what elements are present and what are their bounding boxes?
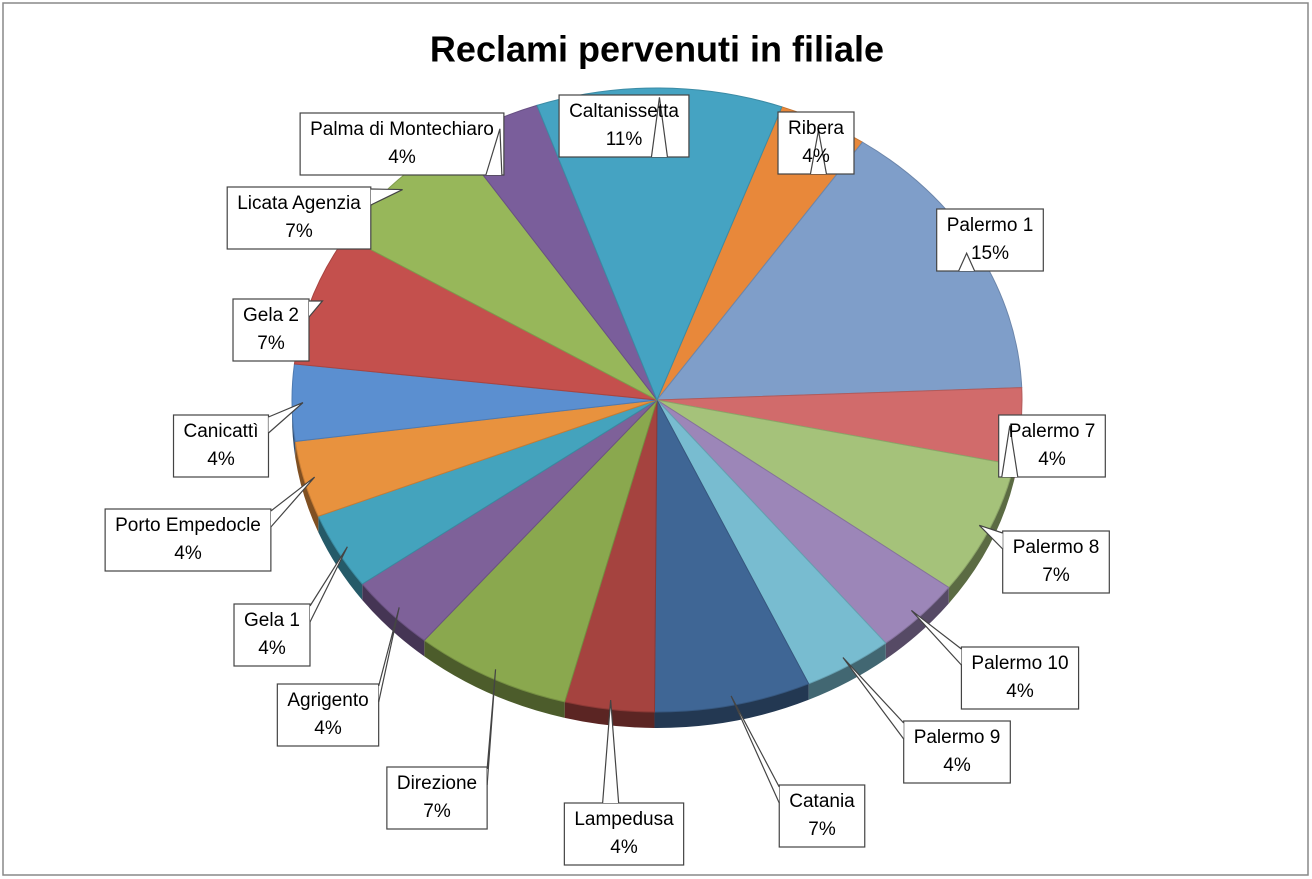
category-label: Caltanissetta [569, 101, 679, 122]
slice-side [808, 643, 886, 700]
data-label: Gela 1 4% [233, 546, 348, 667]
value-label: 7% [285, 221, 313, 242]
pie-slice [653, 399, 810, 713]
pie-slice [536, 87, 783, 402]
data-label: Palma di Montechiaro 4% [299, 112, 505, 176]
label-box [104, 508, 272, 572]
value-label: 4% [207, 449, 235, 470]
category-label: Catania [789, 791, 855, 812]
value-label: 4% [943, 755, 971, 776]
label-box [903, 720, 1011, 784]
label-pointer [1001, 425, 1019, 478]
category-label: Licata Agenzia [237, 193, 361, 214]
label-pointer [268, 402, 304, 434]
label-pointer [370, 188, 403, 206]
value-label: 7% [257, 333, 285, 354]
slice-side [295, 441, 319, 533]
label-box [299, 112, 505, 176]
label-box [960, 646, 1080, 710]
label-pointer [730, 695, 780, 804]
label-pointer [809, 130, 828, 175]
value-label: 4% [610, 837, 638, 858]
pie-slice [423, 399, 658, 703]
value-label: 4% [1006, 681, 1034, 702]
label-pointer [978, 524, 1004, 550]
value-label: 7% [1042, 565, 1070, 586]
data-label: Agrigento 4% [276, 607, 400, 747]
slice-side [362, 583, 425, 657]
category-label: Agrigento [287, 690, 368, 711]
value-label: 15% [971, 243, 1009, 264]
label-pointer [270, 476, 316, 528]
value-label: 7% [423, 801, 451, 822]
label-pointer [486, 669, 497, 786]
data-label: Palermo 9 4% [842, 657, 1011, 784]
label-pointer [650, 97, 669, 158]
label-pointer [910, 609, 962, 666]
chart-title: Reclami pervenuti in filiale [430, 29, 884, 70]
value-label: 7% [808, 819, 836, 840]
category-label: Palermo 10 [971, 653, 1068, 674]
category-label: Canicattì [184, 421, 259, 442]
category-label: Palermo 9 [914, 727, 1001, 748]
category-label: Palermo 8 [1013, 537, 1100, 558]
data-label: Palermo 10 4% [910, 609, 1080, 710]
label-box [1002, 530, 1110, 594]
data-label: Porto Empedocle 4% [104, 476, 316, 572]
label-box [563, 802, 685, 866]
label-box [936, 208, 1044, 272]
label-pointer [308, 300, 324, 318]
label-pointer [842, 657, 905, 740]
data-label: Palermo 1 15% [936, 208, 1044, 272]
value-label: 4% [314, 718, 342, 739]
data-label: Gela 2 7% [232, 298, 324, 362]
category-label: Gela 1 [244, 610, 300, 631]
data-label: Direzione 7% [386, 669, 497, 830]
label-box [232, 298, 310, 362]
label-box [778, 784, 866, 848]
data-label: Palermo 8 7% [978, 524, 1110, 594]
value-label: 4% [1038, 449, 1066, 470]
category-label: Porto Empedocle [115, 515, 261, 536]
data-label: Canicattì 4% [172, 402, 304, 478]
category-label: Direzione [397, 773, 477, 794]
data-label: Ribera 4% [777, 111, 855, 175]
label-box [233, 603, 311, 667]
label-pointer [602, 699, 620, 804]
category-label: Gela 2 [243, 305, 299, 326]
label-pointer [309, 546, 348, 623]
data-label: Catania 7% [730, 695, 866, 848]
label-box [276, 683, 380, 747]
category-label: Ribera [788, 118, 844, 139]
slice-side [424, 640, 565, 718]
data-label: Caltanissetta 11% [558, 94, 690, 158]
label-box [386, 766, 488, 830]
label-pointer [485, 128, 503, 176]
data-label: Palermo 7 4% [998, 414, 1106, 478]
data-label: Lampedusa 4% [563, 699, 685, 866]
value-label: 4% [174, 543, 202, 564]
category-label: Lampedusa [574, 809, 674, 830]
slice-side [885, 587, 949, 660]
category-label: Palermo 7 [1009, 421, 1096, 442]
value-label: 4% [388, 147, 416, 168]
value-label: 4% [802, 146, 830, 167]
label-pointer [958, 251, 976, 272]
slice-side [292, 400, 296, 458]
label-box [558, 94, 690, 158]
label-pointer [378, 607, 400, 703]
label-box [172, 414, 270, 478]
value-label: 4% [258, 638, 286, 659]
category-label: Palma di Montechiaro [310, 119, 494, 140]
label-box [226, 186, 372, 250]
value-label: 11% [606, 129, 643, 150]
data-label: Licata Agenzia 7% [226, 186, 403, 250]
slice-side [948, 464, 1015, 604]
category-label: Palermo 1 [947, 215, 1034, 236]
